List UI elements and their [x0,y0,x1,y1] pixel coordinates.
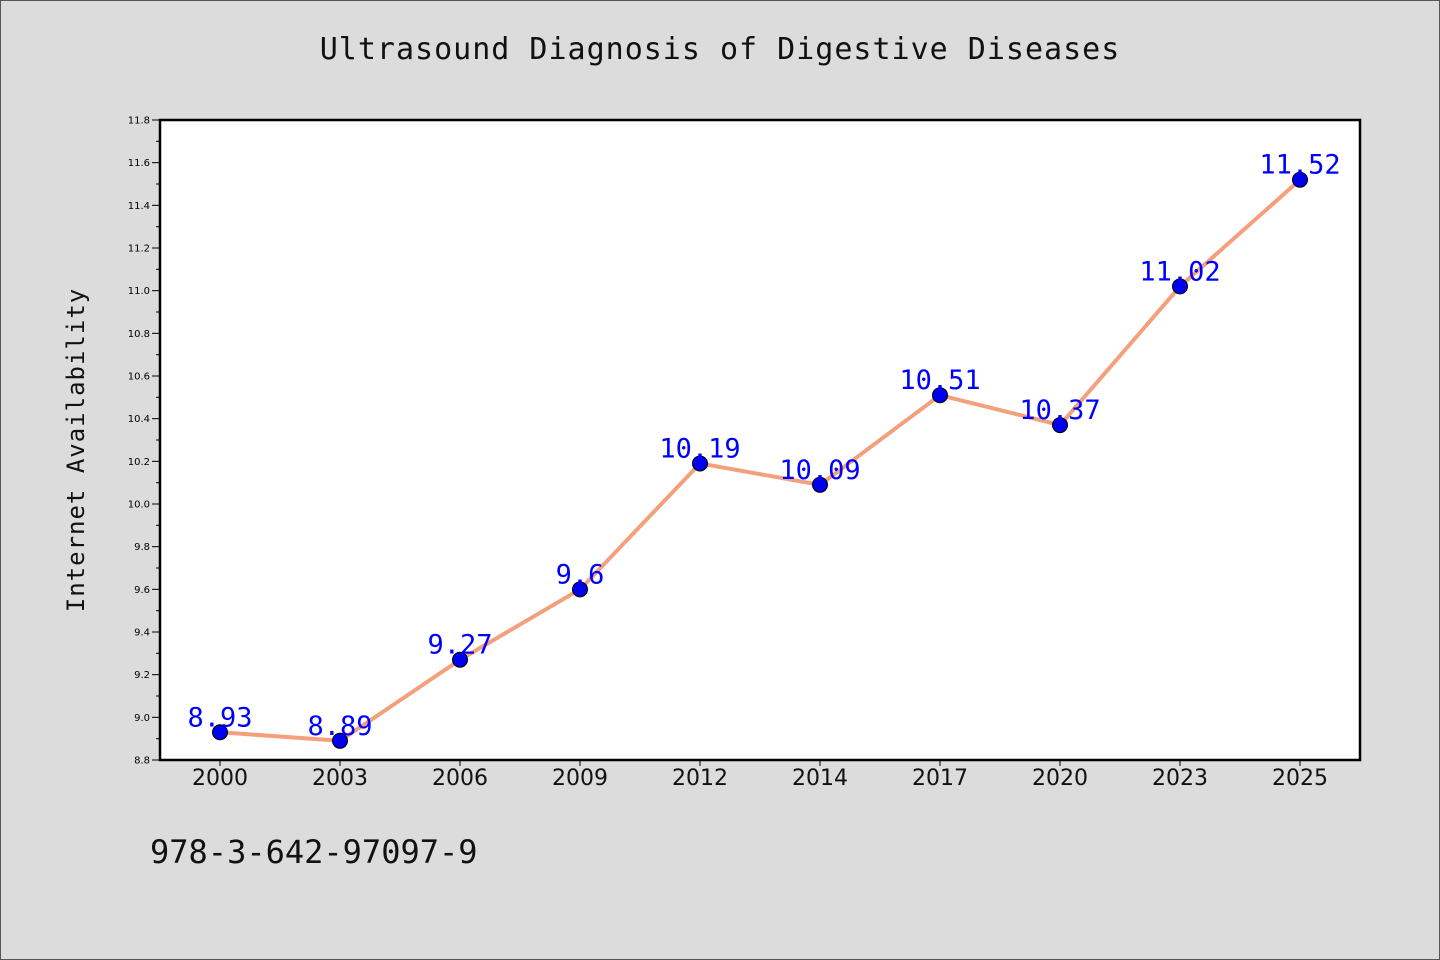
x-tick-label: 2025 [1272,766,1328,791]
data-markers [212,171,1308,749]
isbn-text: 978-3-642-97097-9 [150,833,478,871]
data-label: 10.51 [899,365,980,396]
y-tick-label: 9.8 [134,542,150,553]
y-tick-label: 11.2 [128,244,150,255]
x-tick-label: 2012 [672,766,728,791]
data-point [812,476,828,493]
data-point [692,455,708,472]
data-label: 8.89 [307,711,372,742]
data-point [332,732,348,749]
y-axis: 8.8 9.0 9.2 9.4 9.6 9.8 10.0 10.2 10.4 10.6 10.8 11… [128,116,160,767]
data-point [1052,417,1068,434]
data-label: 11.52 [1259,150,1340,181]
y-tick-label: 11.0 [128,286,150,297]
data-point [212,724,228,741]
data-label: 9.27 [427,630,492,661]
x-tick-label: 2023 [1152,766,1208,791]
plot-border [158,118,1362,762]
x-tick-label: 2000 [192,766,248,791]
data-point [1292,171,1308,188]
y-tick-label: 10.4 [128,414,150,425]
x-tick-label: 2006 [432,766,488,791]
y-tick-label: 11.6 [128,158,150,169]
y-tick-label: 11.8 [128,116,150,127]
y-tick-label: 9.0 [134,713,150,724]
x-axis: 2000 2003 2006 2009 2012 2014 2017 2020 2023 2025 [192,760,1328,791]
data-point [1172,278,1188,295]
y-tick-label: 10.6 [128,372,150,383]
data-label: 11.02 [1139,256,1220,287]
y-tick-label: 8.8 [134,756,150,767]
data-label: 10.37 [1019,395,1100,426]
chart-title: Ultrasound Diagnosis of Digestive Diseas… [319,32,1121,67]
y-tick-label: 10.0 [128,500,150,511]
x-tick-label: 2014 [792,766,848,791]
data-point [932,387,948,404]
data-labels: 8.93 8.89 9.27 9.6 10.19 10.09 10.51 10.37 11.02… [187,150,1340,742]
y-tick-label: 10.8 [128,329,150,340]
series-line [218,177,1302,743]
x-tick-label: 2017 [912,766,968,791]
y-tick-label: 11.4 [128,201,150,212]
y-tick-label: 9.4 [134,628,150,639]
data-label: 8.93 [187,702,252,733]
x-tick-label: 2003 [312,766,368,791]
data-point [572,581,588,598]
y-tick-label: 9.2 [134,670,150,681]
data-point [452,651,468,668]
y-tick-label: 10.2 [128,457,150,468]
data-label: 10.19 [659,433,740,464]
y-tick-label: 9.6 [134,585,150,596]
x-tick-label: 2020 [1032,766,1088,791]
plot-area [160,120,1360,760]
x-tick-label: 2009 [552,766,608,791]
data-label: 9.6 [556,559,605,590]
data-label: 10.09 [779,455,860,486]
